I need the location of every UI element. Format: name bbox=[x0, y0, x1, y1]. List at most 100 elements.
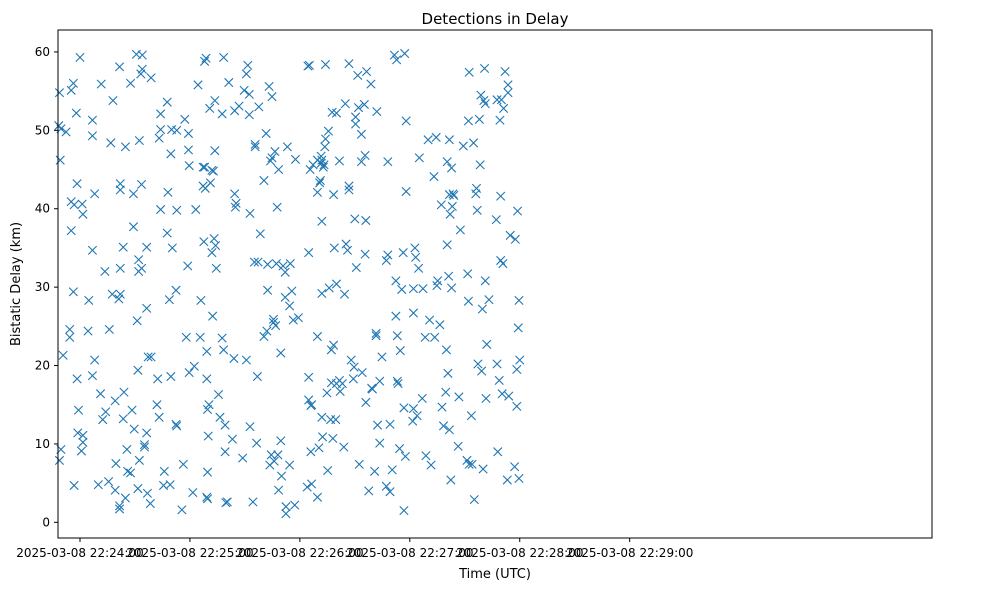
data-point bbox=[199, 237, 209, 247]
data-point bbox=[118, 414, 128, 424]
data-point bbox=[188, 487, 198, 498]
data-point bbox=[280, 267, 290, 277]
data-point bbox=[114, 504, 125, 514]
data-point bbox=[244, 89, 254, 99]
data-point bbox=[391, 276, 401, 286]
data-point bbox=[115, 185, 125, 195]
data-point bbox=[146, 73, 156, 83]
data-point bbox=[342, 245, 353, 255]
data-point bbox=[55, 155, 65, 165]
data-point bbox=[134, 255, 144, 265]
data-point bbox=[385, 419, 395, 429]
data-point bbox=[261, 128, 271, 139]
data-point bbox=[370, 466, 380, 476]
data-point bbox=[281, 502, 291, 512]
data-point bbox=[443, 368, 453, 378]
data-point bbox=[250, 139, 260, 150]
data-point bbox=[510, 234, 520, 244]
x-tick-label: 2025-03-08 22:24:00 bbox=[16, 546, 143, 560]
data-point bbox=[458, 141, 468, 151]
data-point bbox=[331, 279, 342, 289]
data-point bbox=[421, 451, 431, 461]
data-point bbox=[498, 259, 508, 269]
data-point bbox=[269, 456, 279, 466]
data-point bbox=[446, 283, 457, 293]
data-point bbox=[181, 332, 191, 342]
data-point bbox=[493, 447, 503, 457]
data-point bbox=[515, 355, 525, 365]
data-point bbox=[453, 441, 463, 451]
y-tick-label: 0 bbox=[42, 515, 50, 529]
data-point bbox=[154, 133, 164, 143]
data-point bbox=[513, 323, 523, 333]
chart-title: Detections in Delay bbox=[422, 10, 569, 28]
data-point bbox=[230, 189, 240, 199]
data-point bbox=[164, 295, 174, 305]
data-point bbox=[346, 355, 356, 365]
data-point bbox=[68, 78, 78, 88]
data-point bbox=[115, 289, 125, 299]
data-point bbox=[266, 450, 276, 460]
data-point bbox=[480, 276, 490, 286]
data-point bbox=[424, 315, 435, 325]
data-point bbox=[272, 202, 282, 212]
data-point bbox=[87, 131, 98, 141]
data-point bbox=[125, 468, 136, 478]
data-point bbox=[241, 355, 251, 365]
data-point bbox=[328, 433, 338, 444]
data-point bbox=[156, 204, 166, 215]
data-point bbox=[252, 438, 262, 448]
data-point bbox=[401, 186, 411, 197]
x-tick-label: 2025-03-08 22:27:00 bbox=[346, 546, 473, 560]
data-point bbox=[274, 164, 284, 175]
y-tick-label: 40 bbox=[35, 202, 50, 216]
data-point bbox=[367, 384, 378, 394]
data-point bbox=[210, 95, 220, 106]
data-point bbox=[476, 90, 486, 100]
data-point bbox=[244, 110, 254, 120]
data-point bbox=[304, 372, 314, 382]
data-point bbox=[473, 359, 483, 369]
data-point bbox=[446, 163, 457, 173]
data-point bbox=[276, 348, 286, 358]
data-point bbox=[317, 216, 327, 226]
y-tick-label: 20 bbox=[35, 359, 50, 373]
data-point bbox=[318, 162, 328, 172]
data-point bbox=[110, 396, 120, 406]
data-point bbox=[219, 52, 229, 63]
data-point bbox=[391, 311, 401, 321]
data-point bbox=[72, 374, 82, 384]
data-point bbox=[202, 494, 213, 504]
data-point bbox=[328, 340, 339, 350]
data-point bbox=[128, 189, 139, 199]
data-point bbox=[177, 505, 187, 515]
data-point bbox=[180, 114, 190, 124]
data-point bbox=[320, 134, 331, 144]
data-point bbox=[189, 361, 199, 371]
data-point bbox=[361, 397, 371, 407]
data-point bbox=[438, 421, 449, 431]
data-point bbox=[217, 333, 227, 343]
data-point bbox=[326, 345, 336, 355]
data-point bbox=[430, 332, 440, 342]
y-axis-ticks: 0 10 20 30 40 50 60 bbox=[35, 45, 58, 529]
data-point bbox=[205, 103, 215, 113]
data-point bbox=[137, 64, 147, 74]
data-point bbox=[399, 505, 409, 516]
data-point bbox=[331, 108, 342, 118]
data-point bbox=[383, 250, 393, 260]
data-point bbox=[171, 285, 181, 295]
data-point bbox=[442, 157, 452, 167]
data-point bbox=[263, 259, 273, 269]
data-point bbox=[142, 242, 152, 252]
data-point bbox=[320, 59, 331, 70]
y-tick-label: 50 bbox=[35, 123, 50, 137]
data-point bbox=[312, 331, 323, 342]
data-point bbox=[210, 240, 221, 251]
data-point bbox=[184, 161, 194, 171]
data-point bbox=[353, 103, 364, 113]
data-point bbox=[354, 459, 364, 469]
data-point bbox=[193, 80, 203, 90]
data-point bbox=[167, 243, 177, 253]
data-point bbox=[87, 115, 98, 125]
